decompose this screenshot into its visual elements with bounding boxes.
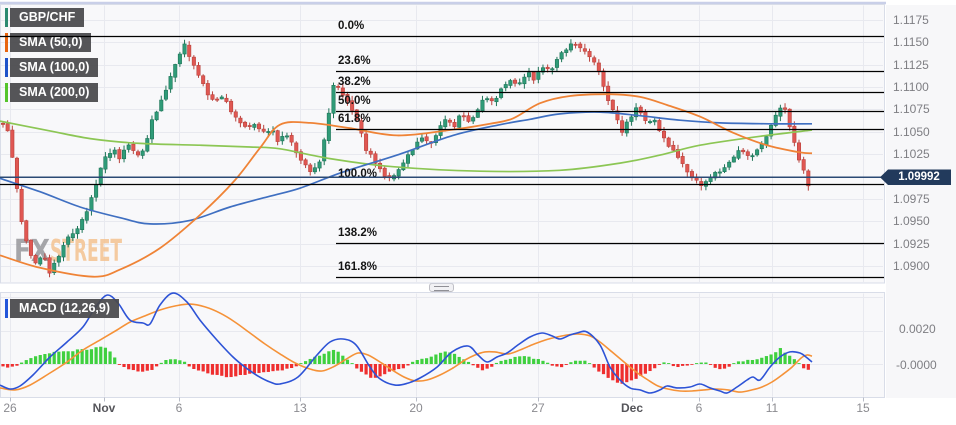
legend-label: SMA (200,0) [10, 83, 99, 102]
sma100-line [0, 111, 813, 225]
series-color-bar [5, 33, 8, 52]
macd-panel [0, 292, 885, 398]
fib-label-382: 38.2% [338, 76, 371, 89]
macd-signal-line [0, 303, 813, 393]
price-axis-strip [886, 5, 956, 398]
legend-item-macd[interactable]: MACD (12,26,9) [5, 299, 119, 318]
grip-icon [434, 285, 449, 291]
gridlines [1, 5, 883, 397]
series-color-bar [5, 58, 8, 77]
x-tick-label: 15 [856, 401, 870, 415]
macd-axis-label: 0.0020 [899, 322, 936, 336]
price-axis-label: 1.1075 [893, 102, 930, 117]
x-tick-label: 26 [3, 401, 17, 415]
series-color-bar [5, 299, 8, 318]
price-axis-label: 1.1100 [893, 80, 929, 95]
macd-axis-label: -0.0000 [896, 358, 937, 372]
x-ticks [10, 397, 864, 402]
fib-label-100: 100.0% [338, 167, 378, 180]
legend-item-sma200[interactable]: SMA (200,0) [5, 83, 99, 102]
fib-label-50: 50.0% [338, 95, 371, 108]
svg-text:STREET: STREET [50, 234, 122, 269]
price-axis-label: 1.1175 [893, 13, 929, 27]
x-tick-label: 27 [531, 401, 545, 415]
price-axis-label: 1.0925 [893, 236, 930, 251]
price-axis-label: 1.1050 [893, 124, 930, 139]
legend-label: GBP/CHF [10, 8, 85, 27]
fib-label-236: 23.6% [338, 54, 371, 67]
x-tick-label: Dec [620, 401, 643, 415]
legend-item-gbpchf[interactable]: GBP/CHF [5, 8, 85, 27]
price-axis-label: 1.1150 [893, 35, 929, 50]
fib-label-0: 0.0% [338, 20, 365, 33]
x-tick-label: 13 [293, 401, 307, 415]
fib-label-1618: 161.8% [338, 260, 378, 273]
legend-label: MACD (12,26,9) [10, 299, 119, 318]
last-price-badge: 1.09992 [898, 170, 940, 183]
fib-label-618: 61.8% [338, 113, 371, 126]
series-color-bar [5, 8, 8, 27]
legend-label: SMA (50,0) [10, 33, 92, 52]
macd-histogram [1, 346, 810, 384]
legend-item-sma50[interactable]: SMA (50,0) [5, 33, 92, 52]
legend-item-sma100[interactable]: SMA (100,0) [5, 58, 99, 77]
price-axis-label: 1.0950 [893, 214, 930, 229]
series-color-bar [5, 83, 8, 102]
macd-main-line [0, 292, 813, 394]
fib-label-1382: 138.2% [338, 226, 378, 239]
sma200-line [0, 120, 813, 173]
price-axis-label: 1.0975 [893, 191, 930, 206]
x-tick-label: Nov [92, 401, 116, 415]
x-tick-label: 6 [175, 401, 183, 415]
price-axis-label: 1.1125 [893, 57, 929, 72]
price-axis-label: 1.0900 [893, 258, 930, 273]
price-axis-label: 1.1025 [893, 147, 930, 162]
legend-label: SMA (100,0) [10, 58, 99, 77]
x-tick-label: 11 [765, 401, 779, 415]
x-tick-label: 20 [409, 401, 423, 415]
x-tick-label: 6 [695, 401, 703, 415]
